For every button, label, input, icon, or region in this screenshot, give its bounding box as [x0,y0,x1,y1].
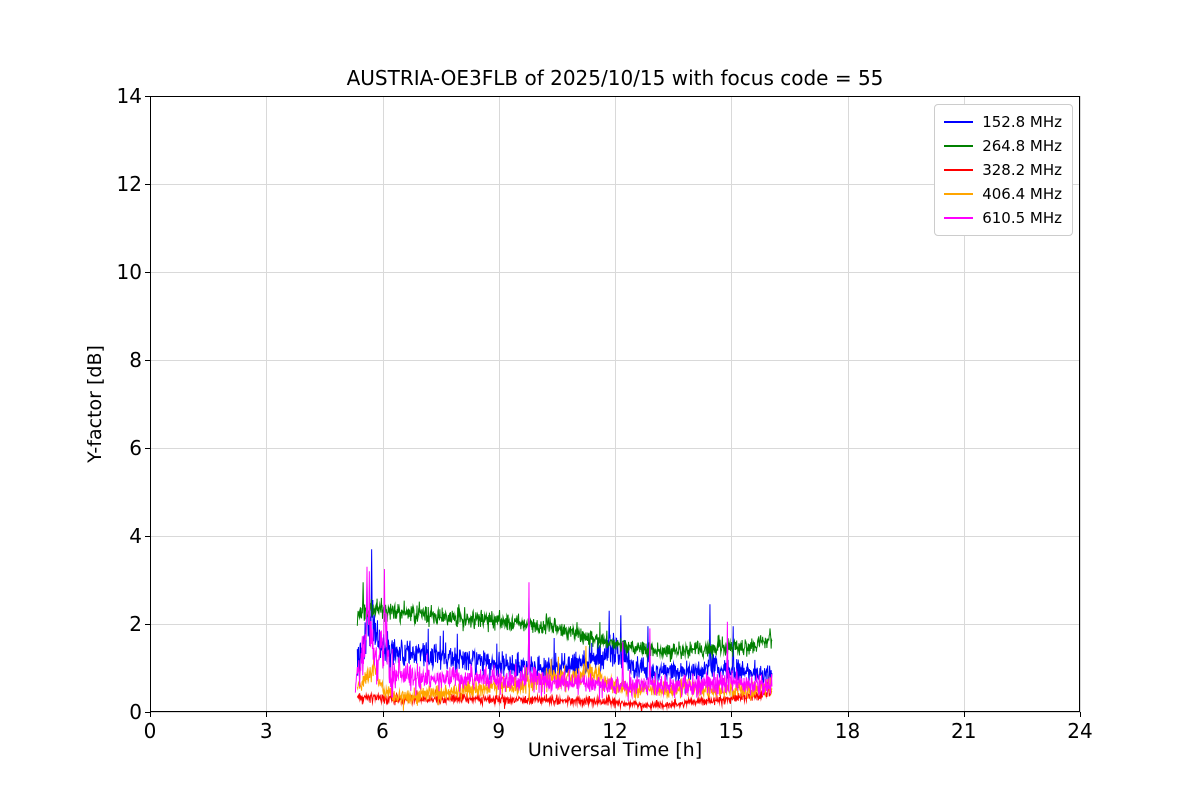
y-tick-label: 0 [129,700,142,724]
y-tick-label: 2 [129,612,142,636]
x-tick-label: 6 [376,719,389,743]
legend-line-swatch [944,217,974,219]
x-axis-label: Universal Time [h] [527,739,703,761]
legend-line-swatch [944,121,974,123]
legend-line-swatch [944,169,974,171]
legend-item: 328.2 MHz [944,159,1062,181]
x-tick-label: 15 [718,719,744,743]
legend-item: 406.4 MHz [944,183,1062,205]
legend-item: 610.5 MHz [944,207,1062,229]
x-tick-label: 0 [143,719,157,743]
legend-label: 610.5 MHz [982,209,1062,227]
legend-line-swatch [944,145,974,147]
y-tick-label: 14 [116,84,142,108]
x-tick-label: 18 [834,719,861,743]
legend: 152.8 MHz 264.8 MHz 328.2 MHz 406.4 MHz 610.… [934,104,1073,236]
x-tick-label: 24 [1067,719,1093,743]
y-tick-label: 8 [129,348,142,372]
y-axis-label: Y-factor [dB] [84,345,106,463]
x-tick-label: 12 [602,719,628,743]
x-tick-label: 3 [259,719,273,743]
y-tick-label: 4 [129,524,142,548]
y-tick-label: 6 [129,436,142,460]
legend-line-swatch [944,193,974,195]
y-tick-label: 10 [116,260,142,284]
legend-label: 264.8 MHz [982,137,1062,155]
legend-item: 264.8 MHz [944,135,1062,157]
legend-label: 406.4 MHz [982,185,1062,203]
chart-title: AUSTRIA-OE3FLB of 2025/10/15 with focus … [346,66,884,90]
y-tick-label: 12 [116,172,142,196]
legend-label: 328.2 MHz [982,161,1062,179]
x-tick-label: 21 [951,719,977,743]
x-tick-label: 9 [492,719,506,743]
legend-label: 152.8 MHz [982,113,1062,131]
legend-item: 152.8 MHz [944,111,1062,133]
